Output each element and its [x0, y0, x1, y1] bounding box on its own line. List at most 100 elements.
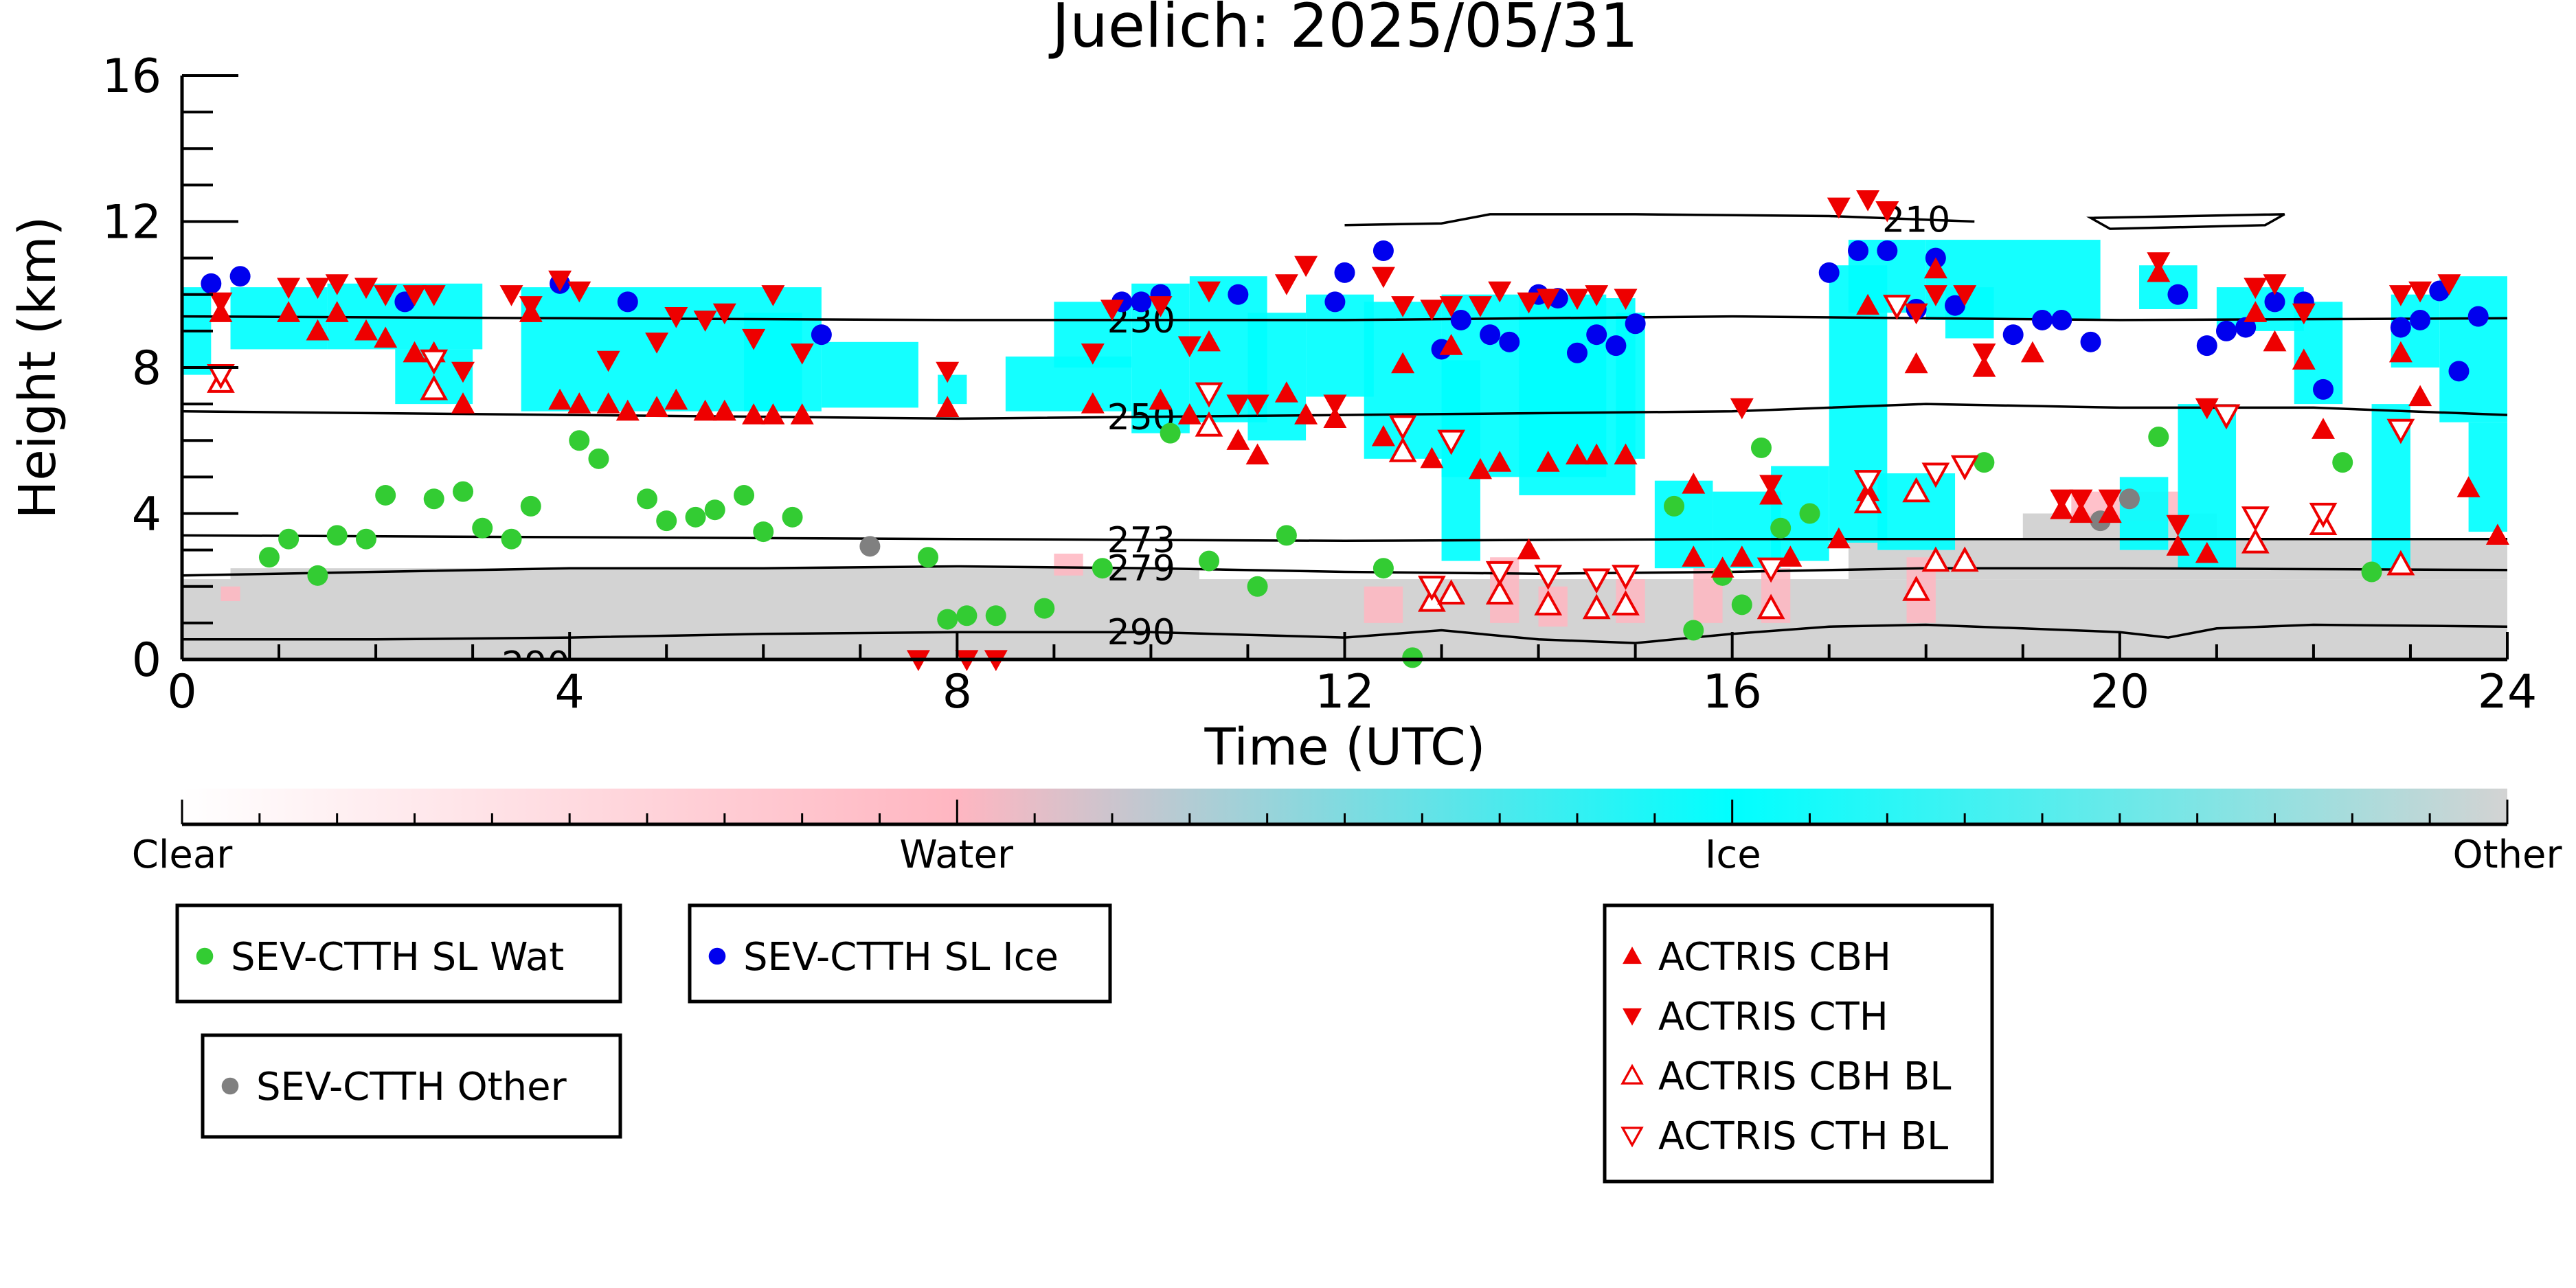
axes: 0 4 8 12 16 20 24 0 4 8 12 16 — [102, 49, 2537, 719]
data-point — [2212, 404, 2241, 430]
isotherm-label-273: 273 — [1107, 520, 1175, 561]
data-point — [2292, 303, 2316, 325]
data-point — [1923, 285, 1947, 306]
legend-frame — [688, 903, 1112, 1004]
data-point — [1499, 331, 1520, 352]
data-point — [1391, 352, 1415, 374]
data-point — [693, 310, 717, 332]
isotherm-210 — [1344, 213, 1975, 227]
data-point — [306, 319, 330, 341]
data-point — [374, 326, 398, 348]
legend-marker — [196, 947, 214, 965]
data-point — [685, 506, 706, 528]
legend-marker — [1620, 1063, 1644, 1085]
data-point — [1974, 452, 1995, 473]
colorbar: Clear Water Ice Other — [132, 789, 2562, 877]
data-point — [1856, 293, 1880, 315]
data-point — [753, 521, 774, 543]
data-point — [1710, 556, 1735, 578]
data-point — [2263, 274, 2287, 295]
legend-label: ACTRIS CTH — [1658, 995, 1888, 1039]
data-point — [355, 528, 376, 550]
y-tick-label: 16 — [102, 49, 161, 104]
data-point — [1420, 300, 1444, 321]
series-sev-ctth-sl-wat — [258, 422, 2382, 668]
data-point — [956, 605, 978, 626]
data-point — [258, 547, 280, 568]
data-point — [2386, 550, 2415, 576]
data-point — [2167, 284, 2189, 305]
data-point — [1950, 455, 1979, 481]
data-point — [1853, 470, 1882, 495]
legend-label: ACTRIS CBH BL — [1658, 1054, 1951, 1099]
colorbar-label-other: Other — [2452, 833, 2562, 877]
data-point — [1388, 415, 1417, 441]
data-point — [1247, 576, 1268, 597]
y-tick-label: 4 — [132, 488, 161, 542]
data-point — [637, 488, 657, 510]
data-point — [1226, 429, 1250, 450]
data-point — [2098, 489, 2122, 511]
data-point — [1683, 620, 1704, 641]
data-point — [1177, 403, 1201, 425]
data-point — [588, 448, 609, 469]
data-point — [1730, 545, 1754, 567]
data-point — [1391, 296, 1415, 317]
data-point — [2050, 489, 2074, 511]
legend-marker — [221, 1077, 239, 1095]
data-point — [790, 403, 814, 425]
data-point — [1614, 443, 1638, 465]
data-point — [209, 292, 233, 314]
data-point — [811, 324, 832, 346]
data-point — [1756, 594, 1785, 620]
legend: SEV-CTTH SL Wat SEV-CTTH SL Ice SEV-CTTH O… — [175, 903, 1994, 1184]
data-point — [1245, 443, 1269, 465]
ice-region — [744, 313, 802, 411]
data-point — [229, 266, 251, 287]
data-point — [2002, 324, 2024, 346]
data-point — [1664, 495, 1685, 517]
legend-box: SEV-CTTH SL Wat — [175, 903, 622, 1004]
data-point — [1160, 422, 1181, 444]
data-point — [936, 396, 960, 417]
data-point — [2312, 418, 2335, 439]
data-point — [1371, 267, 1395, 289]
ice-region — [1306, 294, 1374, 397]
data-point — [1437, 429, 1465, 455]
data-point — [306, 278, 330, 300]
series-actris-cbh-bl — [207, 368, 2415, 620]
legend-label: SEV-CTTH SL Wat — [231, 935, 564, 980]
data-point — [656, 510, 677, 532]
ice-region — [938, 374, 967, 405]
legend-frame — [175, 903, 622, 1004]
legend-box: SEV-CTTH Other — [201, 1033, 622, 1139]
isotherm-290 — [182, 623, 2507, 644]
data-point — [1612, 590, 1640, 615]
series-sev-ctth-other — [859, 488, 2140, 557]
data-point — [1437, 579, 1465, 605]
data-point — [1750, 437, 1772, 458]
data-point — [1682, 545, 1706, 567]
data-point — [1469, 296, 1492, 317]
data-point — [1092, 558, 1113, 579]
data-point — [1534, 565, 1563, 590]
data-point — [2390, 317, 2411, 338]
data-point — [712, 303, 736, 325]
data-point — [520, 495, 541, 517]
colorbar-label-ice: Ice — [1705, 833, 1761, 877]
data-point — [1585, 443, 1609, 465]
data-point — [1372, 558, 1394, 579]
data-point — [1274, 381, 1298, 403]
data-point — [1950, 546, 1979, 572]
data-point — [2166, 515, 2190, 536]
chart-title: Juelich: 2025/05/31 — [1048, 0, 1638, 61]
ice-region — [2439, 276, 2507, 422]
data-point — [2051, 309, 2072, 330]
data-point — [548, 270, 572, 292]
data-point — [207, 364, 235, 389]
data-point — [1081, 392, 1105, 414]
data-point — [1921, 546, 1950, 572]
data-point — [2235, 317, 2257, 338]
colorbar-label-clear: Clear — [132, 833, 233, 877]
